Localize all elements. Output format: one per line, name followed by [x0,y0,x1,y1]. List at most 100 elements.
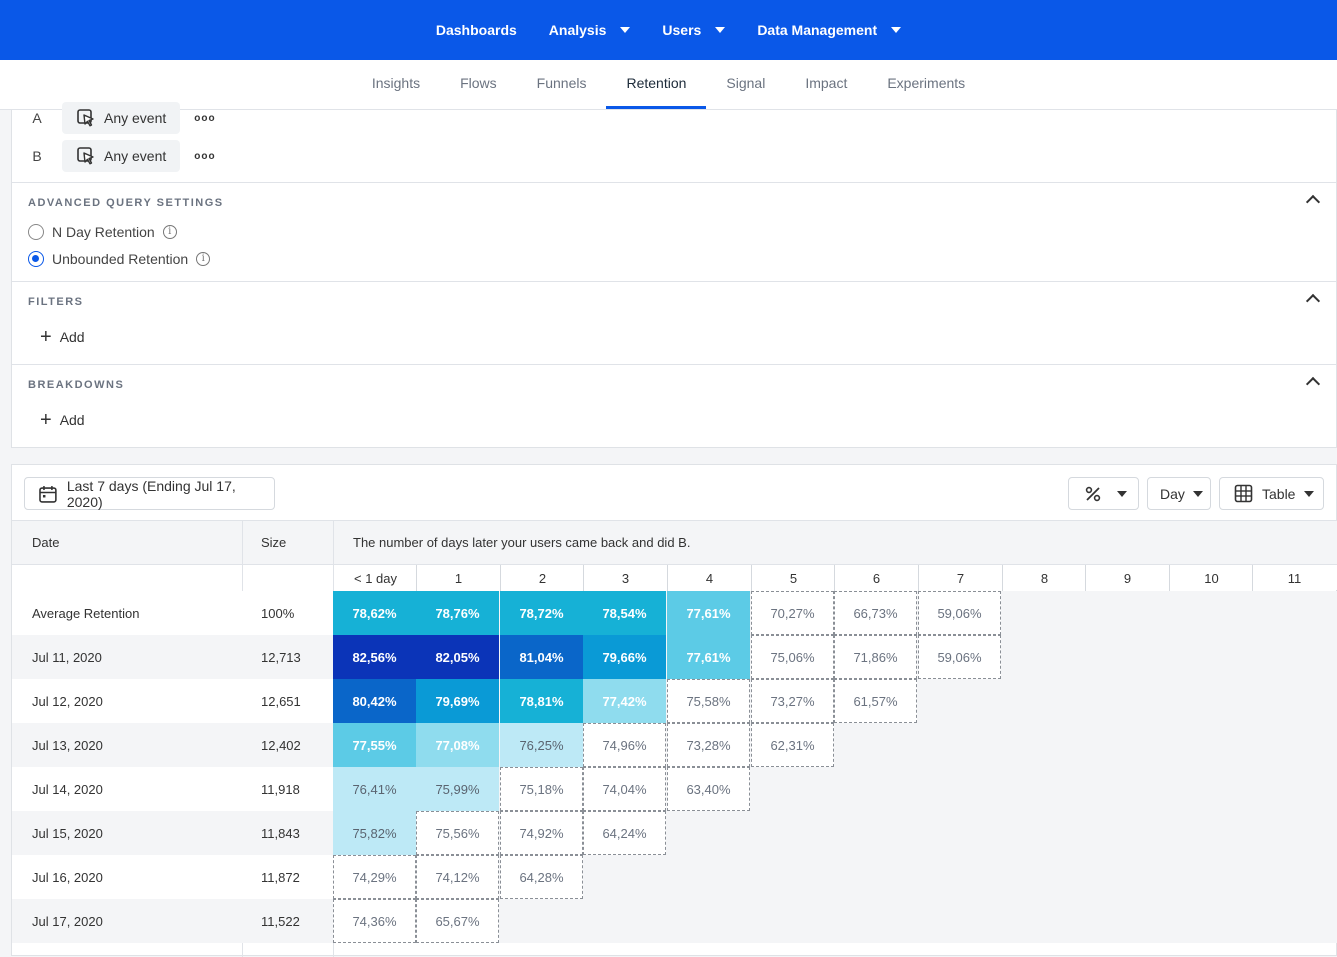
nav-label: Dashboards [435,22,517,38]
calendar-icon [39,485,57,503]
nav-label: Users [662,22,702,38]
section-title: BREAKDOWNS [28,379,125,391]
retention-cell[interactable]: 63,40% [667,767,750,811]
radio-unbounded-retention[interactable]: Unbounded Retention i [28,251,211,267]
chevron-up-icon[interactable] [1305,376,1321,392]
day-header: 11 [1252,565,1336,591]
date-range-picker[interactable]: Last 7 days (Ending Jul 17, 2020) [24,477,275,510]
retention-cell[interactable]: 79,66% [583,635,666,679]
retention-cell[interactable]: 62,31% [751,723,834,767]
radio-circle-selected[interactable] [28,251,44,267]
retention-cell[interactable]: 82,56% [333,635,416,679]
retention-cell[interactable]: 59,06% [918,635,1001,679]
nav-users[interactable]: Users [662,22,726,38]
retention-cell[interactable]: 77,61% [667,635,750,679]
chevron-up-icon[interactable] [1305,194,1321,210]
query-panel: A Any event ooo B Any event ooo ADVANCED… [11,102,1337,448]
plus-icon: + [40,326,52,348]
tab-retention[interactable]: Retention [606,60,707,109]
add-breakdown-button[interactable]: + Add [40,410,85,430]
retention-cell[interactable]: 79,69% [416,679,499,723]
retention-cell[interactable]: 78,62% [333,591,416,635]
retention-cell[interactable]: 76,25% [500,723,583,767]
retention-cell[interactable]: 66,73% [834,591,917,635]
day-header: 6 [834,565,918,591]
retention-cell[interactable]: 77,55% [333,723,416,767]
cursor-click-icon [77,147,94,165]
more-options-icon[interactable]: ooo [194,150,216,162]
retention-cell[interactable]: 76,41% [333,767,416,811]
day-header: 4 [667,565,751,591]
row-size: 12,651 [261,693,301,709]
retention-cell[interactable]: 75,06% [751,635,834,679]
retention-cell[interactable]: 70,27% [751,591,834,635]
retention-cell[interactable]: 65,67% [416,899,499,943]
interval-label: Day [1160,485,1185,502]
retention-cell[interactable]: 80,42% [333,679,416,723]
retention-caption: The number of days later your users came… [353,535,691,550]
measure-dropdown[interactable] [1068,477,1139,510]
row-date: Jul 17, 2020 [32,913,103,929]
event-selector-b[interactable]: Any event [62,140,181,172]
column-header-size[interactable]: Size [261,535,287,550]
retention-cell[interactable]: 61,57% [834,679,917,723]
event-selector-a[interactable]: Any event [62,102,181,134]
retention-cell[interactable]: 74,04% [583,767,666,811]
retention-cell[interactable]: 73,28% [667,723,750,767]
column-header-date[interactable]: Date [32,535,60,550]
retention-cell[interactable]: 82,05% [416,635,499,679]
row-date: Jul 13, 2020 [32,737,103,753]
retention-cell[interactable]: 64,28% [500,855,583,899]
row-date: Jul 11, 2020 [32,649,102,665]
chevron-up-icon[interactable] [1305,293,1321,309]
section-title: ADVANCED QUERY SETTINGS [28,197,224,209]
retention-cell[interactable]: 81,04% [500,635,583,679]
radio-n-day-retention[interactable]: N Day Retention i [28,224,177,240]
tab-funnels[interactable]: Funnels [536,75,587,91]
percent-icon [1085,486,1101,501]
nav-analysis[interactable]: Analysis [549,22,631,38]
event-label: Any event [104,148,167,164]
nav-dashboards[interactable]: Dashboards [436,22,517,38]
info-icon[interactable]: i [162,225,177,239]
retention-cell[interactable]: 74,92% [500,811,583,855]
retention-cell[interactable]: 75,18% [500,767,583,811]
cursor-click-icon [77,109,94,127]
retention-cell[interactable]: 74,36% [333,899,416,943]
retention-cell[interactable]: 74,29% [333,855,416,899]
retention-cell[interactable]: 59,06% [918,591,1001,635]
interval-dropdown[interactable]: Day [1147,477,1211,510]
retention-cell[interactable]: 64,24% [583,811,666,855]
day-header: 1 [416,565,500,591]
nav-data-management[interactable]: Data Management [757,22,902,38]
retention-cell[interactable]: 77,61% [667,591,750,635]
retention-cell[interactable]: 75,82% [333,811,416,855]
row-date: Jul 14, 2020 [32,781,103,797]
more-options-icon[interactable]: ooo [194,112,216,124]
retention-cell[interactable]: 75,99% [416,767,499,811]
retention-cell[interactable]: 78,81% [500,679,583,723]
tab-insights[interactable]: Insights [371,75,421,91]
radio-circle[interactable] [28,224,44,240]
tab-signal[interactable]: Signal [726,75,766,91]
tab-experiments[interactable]: Experiments [887,75,966,91]
info-icon[interactable]: i [196,252,211,266]
retention-cell[interactable]: 78,54% [583,591,666,635]
view-dropdown[interactable]: Table [1219,477,1324,510]
retention-cell[interactable]: 78,76% [416,591,499,635]
retention-cell[interactable]: 75,58% [667,679,750,723]
retention-cell[interactable]: 74,12% [416,855,499,899]
retention-cell[interactable]: 77,42% [583,679,666,723]
tab-flows[interactable]: Flows [460,75,497,91]
retention-cell[interactable]: 71,86% [834,635,917,679]
retention-cell[interactable]: 73,27% [751,679,834,723]
tab-impact[interactable]: Impact [805,75,848,91]
chevron-down-icon [1304,490,1315,497]
nav-label: Analysis [548,22,607,38]
retention-cell[interactable]: 74,96% [583,723,666,767]
retention-cell[interactable]: 78,72% [500,591,583,635]
retention-cell[interactable]: 77,08% [416,723,499,767]
retention-cell[interactable]: 75,56% [416,811,499,855]
add-filter-button[interactable]: + Add [40,326,85,348]
top-nav: Dashboards Analysis Users Data Management [0,0,1337,60]
